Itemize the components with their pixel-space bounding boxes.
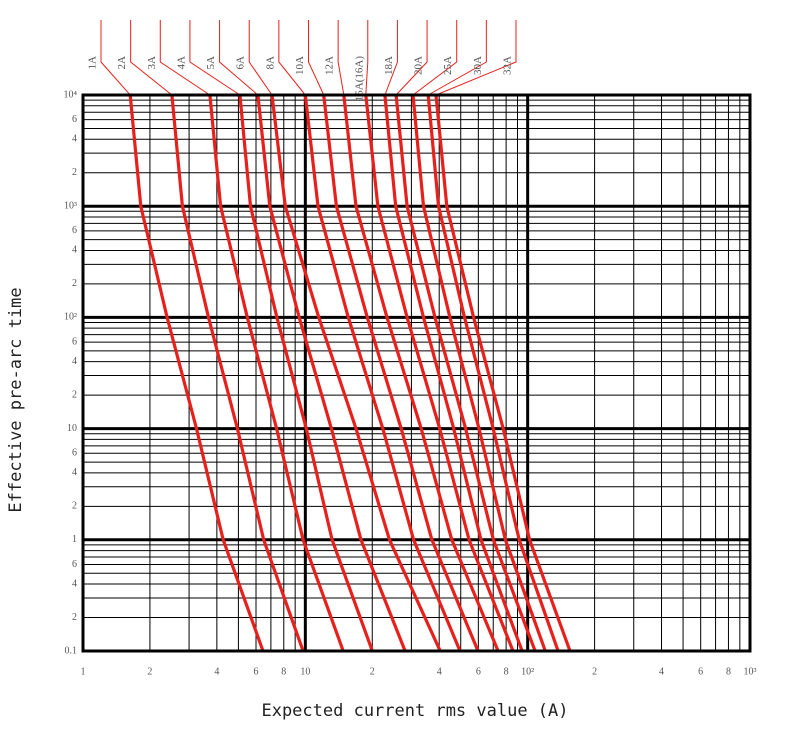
fuse-curve <box>394 94 537 652</box>
leader-line <box>130 20 173 96</box>
y-tick-label: 4 <box>72 467 77 478</box>
plot-frame <box>81 93 752 653</box>
fuse-curve <box>434 94 572 652</box>
x-axis-title: Expected current rms value (A) <box>261 701 568 721</box>
leader-line <box>248 20 273 96</box>
fuse-curve <box>170 94 305 652</box>
fuse-curve <box>364 94 515 652</box>
series-label: 12A <box>324 56 336 75</box>
fuse-curve <box>303 94 462 652</box>
y-tick-label: 1 <box>72 534 77 545</box>
series-label: 8A <box>264 56 276 70</box>
series-label: 6A <box>235 56 247 70</box>
y-tick-label: 6 <box>72 114 77 125</box>
y-tick-label: 10 <box>67 423 77 434</box>
y-tick-label: 2 <box>72 167 77 178</box>
series-label: 25A <box>442 56 454 75</box>
x-tick-label: 8 <box>726 666 731 677</box>
series-label: 10A <box>294 56 306 75</box>
fuse-curve <box>208 94 345 652</box>
series-label: 30A <box>472 56 484 75</box>
leader-line <box>189 20 241 96</box>
leader-line <box>427 20 487 96</box>
x-tick-label: 1 <box>81 666 86 677</box>
fuse-curve <box>411 94 547 652</box>
leader-line <box>308 20 325 96</box>
y-tick-label: 2 <box>72 612 77 623</box>
x-tick-label: 4 <box>214 666 219 677</box>
labels: 1A 2A 3A 4A 5A 6A 8A 10A 12A 15A(16A) 18A 20A 25A 30A… <box>87 20 517 102</box>
x-tick-label: 2 <box>147 666 152 677</box>
leader-line <box>395 20 428 96</box>
y-tick-label: 2 <box>72 501 77 512</box>
series-label: 3A <box>146 56 158 70</box>
y-tick-label: 4 <box>72 578 77 589</box>
series-label: 20A <box>413 56 425 75</box>
leader-line <box>412 20 458 96</box>
y-tick-label: 6 <box>72 225 77 236</box>
y-tick-label: 6 <box>72 559 77 570</box>
series-label: 18A <box>383 56 395 75</box>
x-tick-label: 6 <box>254 666 259 677</box>
series-label: 32A <box>502 56 514 75</box>
y-tick-label: 2 <box>72 389 77 400</box>
x-tick-label: 4 <box>437 666 442 677</box>
x-tick-label: 10³ <box>744 666 757 677</box>
leader-line <box>159 20 211 96</box>
y-tick-label: 4 <box>72 245 77 256</box>
x-tick-label: 6 <box>698 666 703 677</box>
grid: 1 2 4 6 8 10 2 4 6 8 10² 2 4 6 8 10³ 0.1 2 4 6 1 2 4 6 10 2 4 6 10² 2… <box>64 89 757 677</box>
series-label: 4A <box>175 56 187 70</box>
leader-line <box>435 20 517 96</box>
y-tick-label: 6 <box>72 448 77 459</box>
fuse-curve <box>426 94 560 652</box>
x-tick-label: 2 <box>370 666 375 677</box>
x-tick-label: 10 <box>300 666 310 677</box>
y-tick-label: 10² <box>64 312 77 323</box>
fuse-curve <box>383 94 524 652</box>
series-label: 2A <box>116 56 128 70</box>
y-tick-label: 2 <box>72 278 77 289</box>
fuse-curve <box>256 94 407 652</box>
leader-line <box>100 20 131 96</box>
x-tick-label: 8 <box>504 666 509 677</box>
x-tick-label: 8 <box>281 666 286 677</box>
fuse-curve <box>238 94 374 652</box>
y-tick-label: 10⁴ <box>64 89 78 100</box>
fuse-curve <box>270 94 442 652</box>
series-label: 1A <box>87 56 99 70</box>
x-tick-label: 2 <box>592 666 597 677</box>
leader-line <box>278 20 306 96</box>
fuse-curve <box>322 94 480 652</box>
y-tick-label: 10³ <box>64 200 77 211</box>
leader-line <box>365 20 369 96</box>
y-tick-label: 6 <box>72 336 77 347</box>
x-tick-label: 4 <box>659 666 664 677</box>
leader-line <box>384 20 398 96</box>
curves <box>128 94 572 652</box>
fuse-curve <box>342 94 500 652</box>
y-tick-label: 4 <box>72 134 77 145</box>
x-tick-label: 10² <box>521 666 534 677</box>
x-tick-label: 6 <box>476 666 481 677</box>
leader-line <box>337 20 345 96</box>
fuse-curve <box>128 94 265 652</box>
series-label: 5A <box>205 56 217 70</box>
y-axis-title: Effective pre-arc time <box>6 287 26 512</box>
series-label: 15A(16A) <box>353 56 365 102</box>
y-tick-label: 4 <box>72 356 77 367</box>
leader-line <box>219 20 259 96</box>
y-tick-label: 0.1 <box>65 645 78 656</box>
